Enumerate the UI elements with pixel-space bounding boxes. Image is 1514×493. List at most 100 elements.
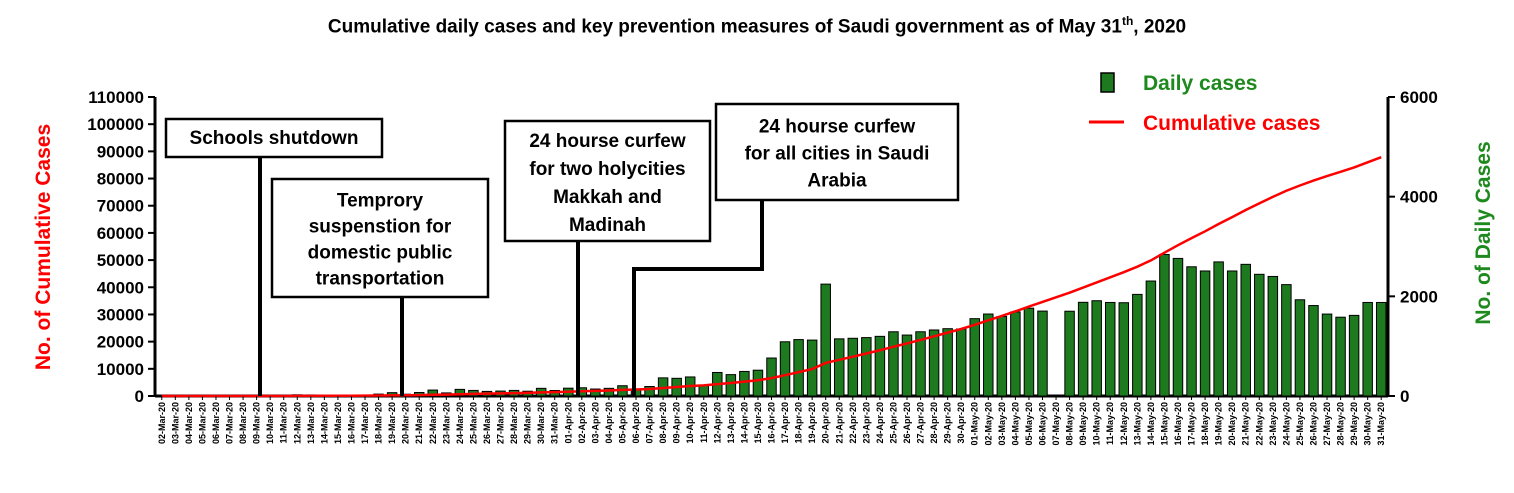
x-tick-label: 13-May-20 [1132, 402, 1142, 446]
x-tick-label: 12-Apr-20 [712, 402, 722, 444]
x-tick-label: 01-Apr-20 [563, 402, 573, 444]
legend-swatch-daily [1100, 72, 1115, 93]
y-tick-label-right: 6000 [1400, 88, 1438, 107]
annotation-4: 24 hourse curfew for all cities in Saudi A… [632, 102, 960, 396]
x-tick-label: 22-Mar-20 [428, 402, 438, 444]
x-tick-label: 19-Mar-20 [387, 402, 397, 444]
x-tick-label: 27-Apr-20 [916, 402, 926, 444]
annotation-connector [632, 200, 764, 396]
daily-bar [1240, 263, 1251, 397]
y-tick-label-left: 70000 [97, 197, 144, 216]
daily-bar [793, 339, 804, 397]
x-tick-label: 07-Mar-20 [225, 402, 235, 444]
x-tick-label: 01-May-20 [970, 402, 980, 446]
x-tick-label: 14-Apr-20 [739, 402, 749, 444]
x-tick-label: 23-Mar-20 [441, 402, 451, 444]
line-group [161, 156, 1382, 398]
daily-bar [969, 318, 980, 397]
x-tick-labels-group: 02-Mar-20 03-Mar-20 04-Mar-20 05-Mar-20 06-M… [157, 396, 1386, 446]
x-tick-label: 02-May-20 [983, 402, 993, 446]
daily-bar [1010, 311, 1021, 397]
daily-bar [1294, 299, 1306, 397]
daily-bar [1064, 310, 1075, 397]
daily-bar [739, 370, 750, 397]
daily-bar [1104, 301, 1116, 397]
annotation-text: domestic public [308, 242, 453, 263]
annotation-text: for all cities in Saudi [745, 144, 930, 165]
x-tick-label: 13-Apr-20 [726, 402, 736, 444]
x-tick-label: 06-Mar-20 [211, 402, 221, 444]
x-tick-label: 29-Apr-20 [943, 402, 953, 444]
x-tick-label: 10-Apr-20 [685, 402, 695, 444]
x-tick-label: 03-Apr-20 [590, 402, 600, 444]
daily-bar [1308, 305, 1319, 397]
x-tick-label: 30-Mar-20 [536, 402, 546, 444]
x-tick-label: 04-Apr-20 [604, 402, 614, 444]
legend-group: Daily cases Cumulative cases [1089, 72, 1320, 135]
x-tick-label: 27-May-20 [1322, 402, 1332, 446]
x-tick-label: 19-Apr-20 [807, 402, 817, 444]
x-tick-label: 26-May-20 [1308, 402, 1318, 446]
daily-bar [983, 313, 994, 397]
daily-bar [1145, 280, 1157, 397]
x-tick-label: 20-Mar-20 [401, 402, 411, 444]
daily-bar [1335, 316, 1346, 397]
daily-bar [820, 283, 831, 397]
daily-bar [1348, 314, 1360, 397]
x-tick-label: 24-Mar-20 [455, 402, 465, 444]
x-tick-label: 15-Mar-20 [333, 402, 343, 444]
daily-bar [1281, 284, 1292, 397]
daily-bar [1254, 273, 1265, 397]
y-tick-label-left: 40000 [97, 278, 144, 297]
x-tick-label: 22-Apr-20 [848, 402, 858, 444]
daily-bar [1213, 261, 1224, 397]
x-tick-label: 04-Mar-20 [184, 402, 194, 444]
daily-bar [942, 328, 953, 397]
x-tick-label: 21-Apr-20 [834, 402, 844, 444]
daily-bar [1199, 270, 1211, 397]
annotation-3: 24 hourse curfew for two holycities Makkah… [503, 119, 712, 396]
x-tick-label: 31-May-20 [1376, 402, 1386, 446]
x-tick-label: 15-May-20 [1159, 402, 1169, 446]
annotation-text: Makkah and [553, 187, 662, 208]
y-tick-label-left: 30000 [97, 305, 144, 324]
annotation-box [270, 177, 490, 299]
x-tick-label: 30-May-20 [1363, 402, 1373, 446]
x-tick-label: 05-May-20 [1024, 402, 1034, 446]
x-tick-label: 08-Apr-20 [658, 402, 668, 444]
y-tick-label-left: 0 [135, 387, 144, 406]
annotation-2: Temprory suspenstion for domestic public tr… [270, 177, 490, 396]
x-tick-label: 11-Mar-20 [279, 402, 289, 444]
x-tick-label: 21-Mar-20 [414, 402, 424, 444]
y-tick-label-right: 4000 [1400, 188, 1438, 207]
x-tick-label: 24-May-20 [1281, 402, 1291, 446]
daily-bar [888, 331, 899, 397]
y-axis-title-right: No. of Daily Cases [1472, 141, 1495, 324]
annotation-text: Arabia [807, 171, 867, 192]
cumulative-line [161, 156, 1382, 398]
x-tick-label: 08-May-20 [1065, 402, 1075, 446]
daily-bar [996, 316, 1008, 397]
x-tick-label: 27-Mar-20 [496, 402, 506, 444]
x-tick-label: 12-May-20 [1119, 402, 1129, 446]
x-tick-label: 25-Mar-20 [468, 402, 478, 444]
annotation-text: transportation [316, 268, 445, 289]
x-tick-label: 30-Apr-20 [956, 402, 966, 444]
x-tick-label: 22-May-20 [1254, 402, 1264, 446]
x-tick-label: 26-Mar-20 [482, 402, 492, 444]
x-tick-label: 18-May-20 [1200, 402, 1210, 446]
chart-title: Cumulative daily cases and key preventio… [0, 14, 1514, 38]
x-tick-label: 28-Mar-20 [509, 402, 519, 444]
daily-bar [1037, 310, 1048, 397]
annotation-text: 24 hourse curfew [529, 131, 685, 152]
x-tick-label: 17-Apr-20 [780, 402, 790, 444]
daily-bar [1023, 307, 1035, 397]
annotation-text: Schools shutdown [190, 128, 359, 149]
daily-bar [1091, 300, 1102, 397]
annotation-1: Schools shutdown [164, 117, 384, 396]
x-tick-label: 31-Mar-20 [550, 402, 560, 444]
daily-bar [1172, 257, 1184, 397]
y-tick-label-right: 2000 [1400, 287, 1438, 306]
daily-bar [1132, 293, 1143, 397]
y-tick-label-right: 0 [1400, 387, 1409, 406]
